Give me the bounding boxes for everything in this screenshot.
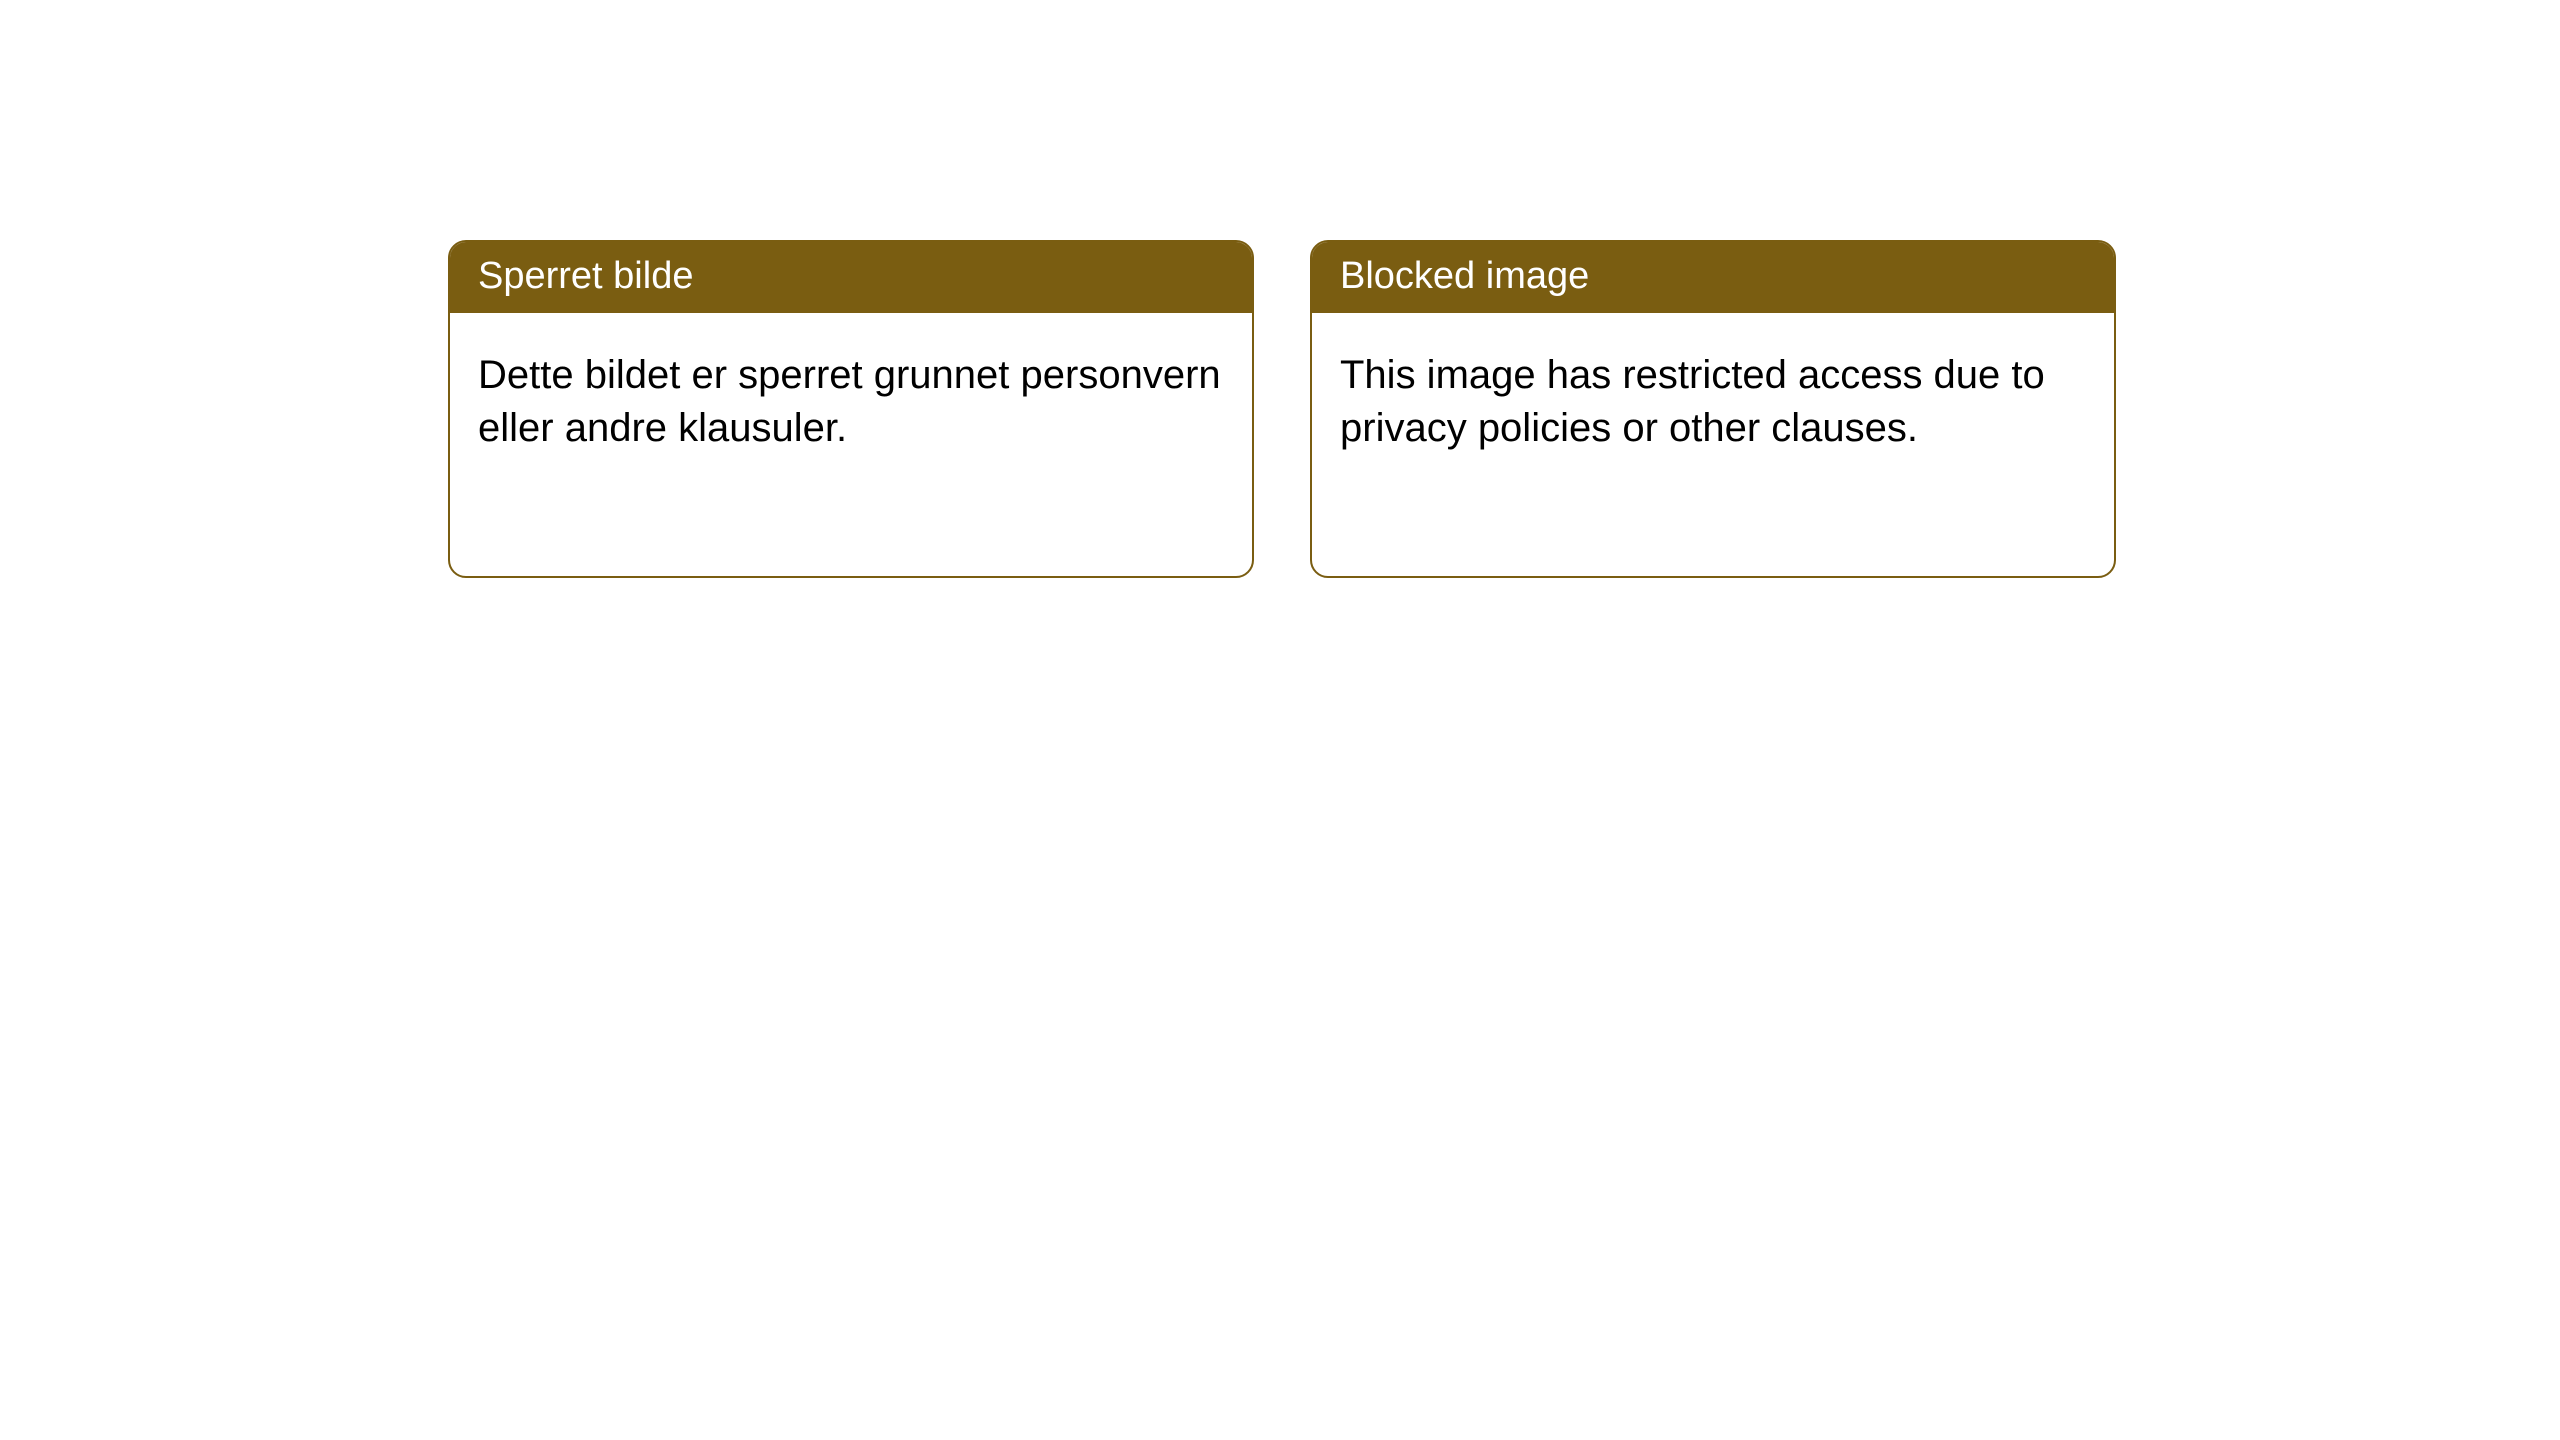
card-body-english: This image has restricted access due to …: [1312, 313, 2114, 483]
notice-cards-container: Sperret bilde Dette bildet er sperret gr…: [448, 240, 2560, 578]
card-header-english: Blocked image: [1312, 242, 2114, 313]
notice-card-english: Blocked image This image has restricted …: [1310, 240, 2116, 578]
card-header-norwegian: Sperret bilde: [450, 242, 1252, 313]
notice-card-norwegian: Sperret bilde Dette bildet er sperret gr…: [448, 240, 1254, 578]
card-body-norwegian: Dette bildet er sperret grunnet personve…: [450, 313, 1252, 483]
